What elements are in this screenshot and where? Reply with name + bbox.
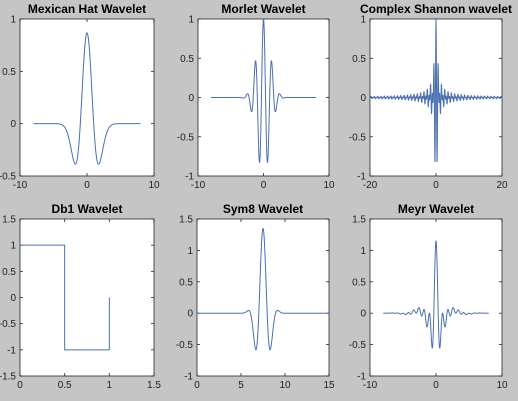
x-tick-label: 1 — [107, 380, 113, 391]
x-tick-label: 5 — [238, 380, 244, 391]
x-tick-label: 15 — [323, 380, 335, 391]
x-tick-label: -10 — [13, 180, 28, 191]
y-tick-label: 0.5 — [2, 67, 16, 78]
x-tick-label: 1.5 — [147, 380, 161, 391]
y-tick-label: 0.5 — [179, 277, 193, 288]
y-tick-label: 0.5 — [352, 277, 366, 288]
x-tick-label: 10 — [279, 380, 291, 391]
y-tick-label: 1.5 — [2, 215, 16, 226]
x-tick-label: 0.5 — [58, 380, 72, 391]
subplot-3: Complex Shannon wavelet -20 0 20 -1 -0.5 0 0.5 1 — [349, 2, 512, 191]
y-tick-label: 1 — [187, 246, 193, 257]
x-tick-label: 0 — [433, 380, 439, 391]
chart-title: Morlet Wavelet — [221, 2, 305, 16]
y-tick-label: -0.5 — [349, 340, 367, 351]
y-tick-label: 0.5 — [2, 267, 16, 278]
x-tick-label: 0 — [17, 380, 23, 391]
subplot-2: Morlet Wavelet -10 0 10 -1 -0.5 0 0.5 1 — [177, 2, 335, 191]
chart-title: Sym8 Wavelet — [223, 202, 303, 216]
x-tick-label: 20 — [496, 180, 508, 191]
y-tick-label: -0.5 — [0, 172, 16, 183]
y-tick-label: -0.5 — [177, 132, 195, 143]
subplot-4: Db1 Wavelet 0 0.5 1 1.5 -1.5 -1 -0.5 0 0.5 1 1.5 — [0, 202, 161, 391]
y-tick-label: 0 — [360, 93, 366, 104]
series-line — [33, 32, 141, 165]
y-tick-label: 0 — [187, 309, 193, 320]
axes-frame — [19, 18, 155, 177]
y-tick-label: 1.5 — [352, 215, 366, 226]
y-tick-label: 1 — [188, 15, 194, 26]
x-tick-label: -20 — [363, 180, 378, 191]
y-tick-label: 1 — [360, 246, 366, 257]
chart-title: Meyr Wavelet — [398, 202, 474, 216]
x-tick-label: 0 — [194, 380, 200, 391]
y-tick-label: -1 — [185, 172, 194, 183]
y-tick-label: -1 — [357, 172, 366, 183]
x-tick-label: 0 — [84, 180, 90, 191]
y-tick-label: 0 — [188, 93, 194, 104]
chart-title: Db1 Wavelet — [52, 202, 123, 216]
subplot-1: Mexican Hat Wavelet -10 0 10 -0.5 0 0.5 1 — [0, 2, 160, 191]
y-tick-label: 0 — [10, 119, 16, 130]
series-line — [210, 18, 317, 163]
x-tick-label: -10 — [363, 380, 378, 391]
series-line — [382, 240, 490, 349]
y-tick-label: -0.5 — [0, 319, 16, 330]
y-tick-label: -1 — [184, 372, 193, 383]
chart-title: Mexican Hat Wavelet — [28, 2, 146, 16]
x-tick-label: 10 — [148, 180, 160, 191]
y-tick-label: 1 — [360, 15, 366, 26]
y-tick-label: 1.5 — [179, 215, 193, 226]
y-tick-label: 0 — [10, 293, 16, 304]
y-tick-label: 0.5 — [180, 54, 194, 65]
y-tick-label: 0.5 — [352, 54, 366, 65]
series-line — [369, 18, 503, 163]
y-tick-label: -0.5 — [176, 340, 194, 351]
y-tick-label: -1 — [7, 345, 16, 356]
subplot-5: Sym8 Wavelet 0 5 10 15 -1 -0.5 0 0.5 1 1.5 — [176, 202, 335, 391]
x-tick-label: 0 — [433, 180, 439, 191]
y-tick-label: -1 — [357, 372, 366, 383]
x-tick-label: 0 — [261, 180, 267, 191]
axes-frame — [196, 218, 330, 377]
y-tick-label: 0 — [360, 309, 366, 320]
x-tick-label: -10 — [191, 180, 206, 191]
chart-title: Complex Shannon wavelet — [360, 2, 512, 16]
subplot-6: Meyr Wavelet -10 0 10 -1 -0.5 0 0.5 1 1.5 — [349, 202, 508, 391]
x-tick-label: 10 — [323, 180, 335, 191]
y-tick-label: 1 — [10, 15, 16, 26]
axes-frame — [19, 218, 155, 377]
series-line — [20, 244, 110, 351]
y-tick-label: 1 — [10, 241, 16, 252]
series-line — [196, 227, 330, 351]
x-tick-label: 10 — [496, 380, 508, 391]
y-tick-label: -0.5 — [349, 132, 367, 143]
y-tick-label: -1.5 — [0, 372, 16, 383]
